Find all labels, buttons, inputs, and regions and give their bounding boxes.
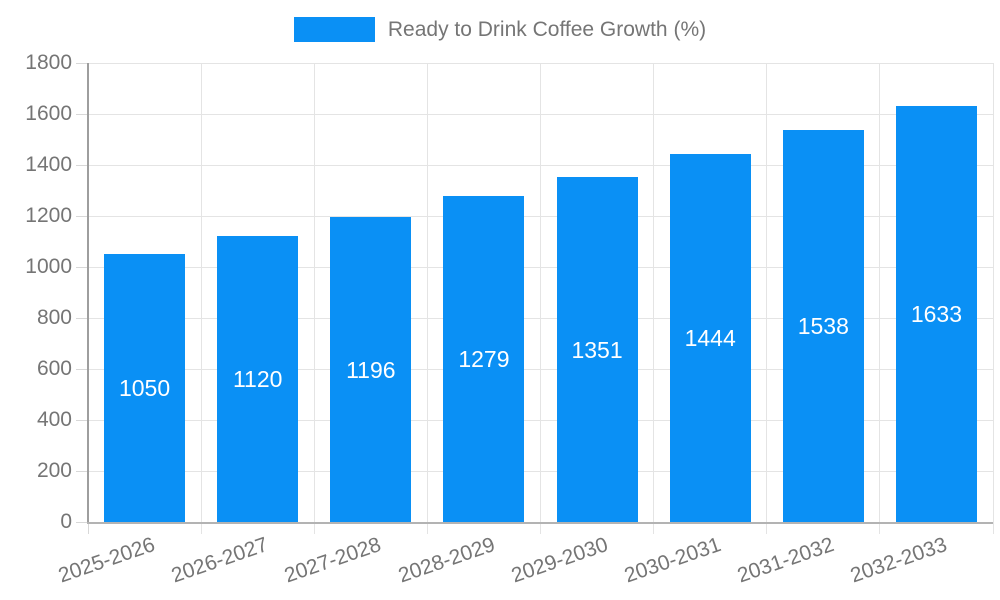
bar[interactable]: [330, 217, 412, 522]
bar-value-label: 1444: [684, 324, 736, 351]
y-axis-tick: [76, 113, 88, 115]
y-axis-label: 600: [36, 357, 72, 380]
bar[interactable]: [104, 254, 186, 522]
bar-value-label: 1120: [232, 366, 283, 393]
bar[interactable]: [669, 153, 751, 522]
x-gridline: [313, 63, 315, 534]
y-axis-label: 1600: [25, 102, 72, 125]
y-axis-tick: [76, 317, 88, 319]
x-gridline: [766, 63, 768, 534]
y-axis-tick: [76, 470, 88, 472]
x-gridline: [879, 63, 881, 534]
bar-value-label: 1351: [571, 336, 623, 363]
legend-swatch: [293, 17, 375, 42]
y-axis-label: 1800: [25, 51, 72, 74]
y-axis-tick: [76, 368, 88, 370]
y-axis-label: 0: [60, 510, 72, 533]
y-axis-tick: [76, 419, 88, 421]
bar-value-label: 1279: [458, 345, 510, 372]
x-axis-label: 2026-2027: [168, 533, 272, 588]
bar[interactable]: [556, 177, 638, 522]
bar-value-label: 1196: [346, 356, 396, 383]
x-axis-label: 2025-2026: [55, 533, 159, 588]
x-gridline: [653, 63, 655, 534]
x-axis-line: [87, 522, 993, 524]
x-axis-label: 2032-2033: [847, 533, 950, 588]
y-axis-label: 1000: [25, 255, 72, 278]
y-axis-tick: [76, 164, 88, 166]
x-gridline: [200, 63, 202, 534]
bar[interactable]: [782, 129, 864, 522]
y-axis-tick: [76, 62, 88, 64]
x-gridline: [992, 63, 994, 534]
bar[interactable]: [443, 195, 525, 522]
bar-value-label: 1538: [797, 312, 849, 339]
x-axis-label: 2029-2030: [508, 533, 611, 588]
bar[interactable]: [895, 105, 977, 522]
y-axis-line: [87, 63, 89, 524]
y-axis-label: 800: [36, 306, 72, 329]
x-axis-label: 2028-2029: [394, 533, 498, 588]
y-axis-label: 200: [36, 459, 72, 482]
y-axis-tick: [76, 521, 88, 523]
bar[interactable]: [217, 236, 299, 522]
y-axis-tick: [76, 215, 88, 217]
bar-value-label: 1050: [118, 375, 171, 402]
x-axis-label: 2031-2032: [734, 533, 837, 588]
legend-label: Ready to Drink Coffee Growth (%): [387, 17, 707, 41]
y-axis-label: 400: [36, 408, 72, 431]
x-axis-tick: [87, 522, 89, 534]
legend[interactable]: Ready to Drink Coffee Growth (%): [0, 17, 1000, 42]
x-gridline: [426, 63, 428, 534]
y-axis-label: 1200: [25, 204, 72, 227]
y-axis-tick: [76, 266, 88, 268]
bar-value-label: 1633: [910, 300, 963, 327]
y-axis-label: 1400: [25, 153, 72, 176]
x-axis-label: 2027-2028: [281, 533, 385, 588]
x-axis-label: 2030-2031: [621, 533, 724, 588]
x-gridline: [540, 63, 541, 534]
